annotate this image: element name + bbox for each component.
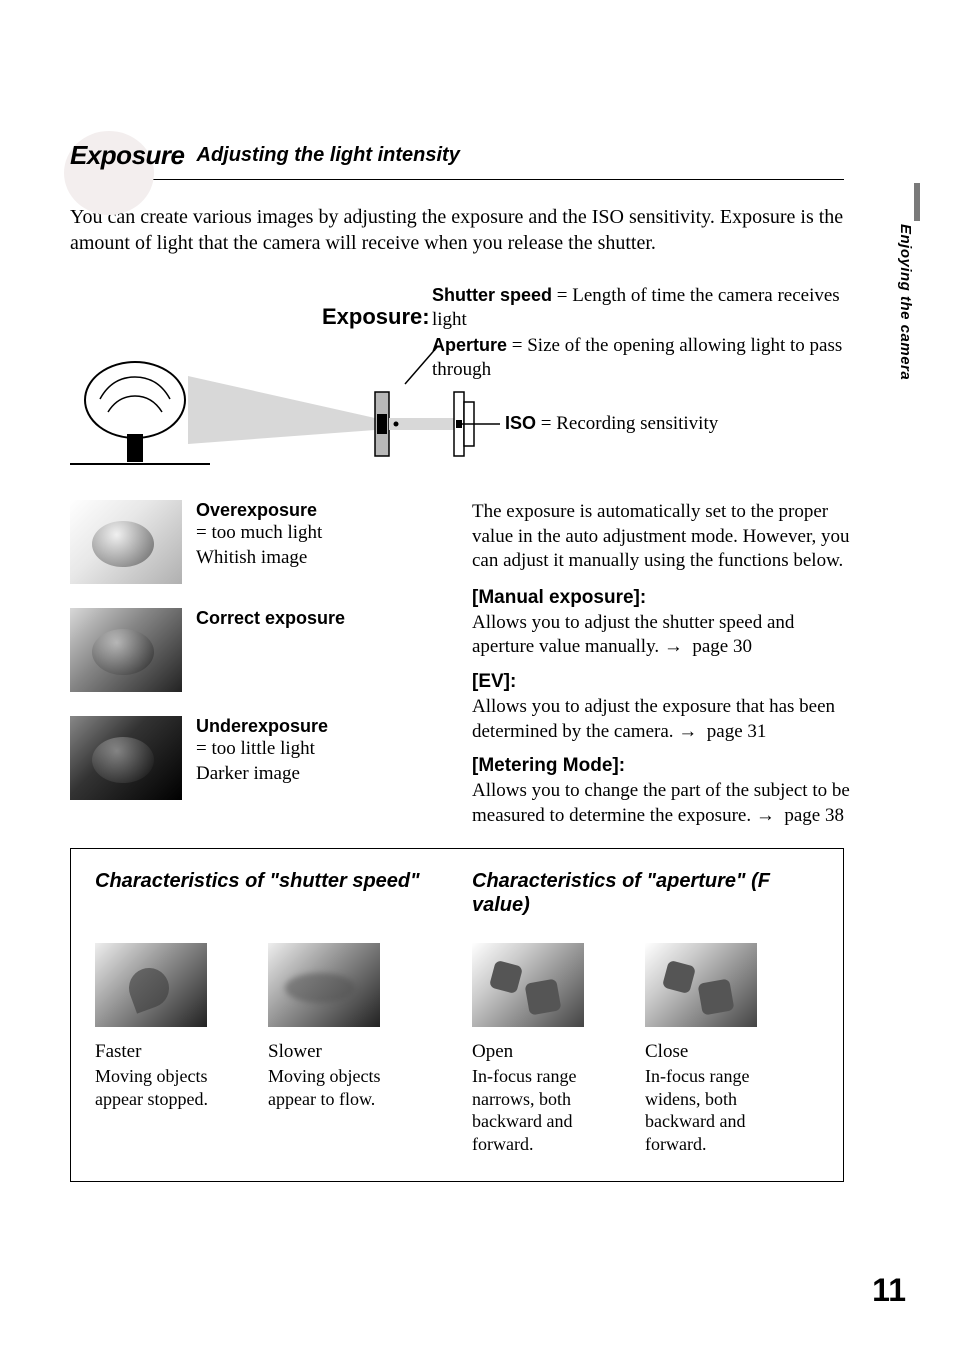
arrow-icon: → — [678, 721, 697, 742]
manual-exposure-text: Allows you to adjust the shutter speed a… — [472, 611, 860, 660]
iso-eq: = — [536, 413, 556, 434]
open-item: Open In-focus range narrows, both backwa… — [472, 943, 627, 1155]
page-number: 11 — [872, 1272, 906, 1309]
overexposure-row: Overexposure = too much light Whitish im… — [70, 500, 450, 584]
close-thumbnail — [645, 943, 757, 1027]
shutter-label: Shutter speed — [432, 285, 552, 305]
ev-text: Allows you to adjust the exposure that h… — [472, 695, 860, 744]
underexposure-title: Underexposure — [196, 716, 328, 737]
faster-label: Faster — [95, 1041, 250, 1063]
manual-exposure-page: page 30 — [692, 636, 752, 657]
overexposure-sub1: = too much light — [196, 521, 322, 546]
characteristics-box: Characteristics of "shutter speed" Faste… — [70, 848, 844, 1182]
iso-text: Recording sensitivity — [556, 413, 718, 434]
aperture-char-title: Characteristics of "aperture" (F value) — [472, 869, 819, 919]
overexposure-thumbnail — [70, 500, 182, 584]
shutter-definition: Shutter speed = Length of time the camer… — [432, 284, 862, 332]
faster-desc: Moving objects appear stopped. — [95, 1065, 250, 1110]
ev-title: [EV]: — [472, 670, 860, 695]
faster-thumbnail — [95, 943, 207, 1027]
auto-exposure-paragraph: The exposure is automatically set to the… — [472, 500, 860, 574]
overexposure-sub2: Whitish image — [196, 546, 322, 571]
shutter-characteristics: Characteristics of "shutter speed" Faste… — [95, 869, 442, 1155]
slower-thumbnail — [268, 943, 380, 1027]
aperture-characteristics: Characteristics of "aperture" (F value) … — [472, 869, 819, 1155]
close-desc: In-focus range widens, both backward and… — [645, 1065, 800, 1155]
ev-page: page 31 — [707, 721, 767, 742]
overexposure-title: Overexposure — [196, 500, 322, 521]
metering-title: [Metering Mode]: — [472, 754, 860, 779]
correct-exposure-thumbnail — [70, 608, 182, 692]
underexposure-thumbnail — [70, 716, 182, 800]
faster-item: Faster Moving objects appear stopped. — [95, 943, 250, 1110]
iso-definition: ISO = Recording sensitivity — [505, 412, 718, 436]
underexposure-sub1: = too little light — [196, 737, 328, 762]
underexposure-text: Underexposure = too little light Darker … — [196, 716, 328, 786]
exposure-diagram: Exposure: Shutter speed = Length of time… — [70, 284, 860, 484]
ev-body: Allows you to adjust the exposure that h… — [472, 696, 835, 742]
heading-underline — [70, 179, 844, 180]
examples-left-column: Overexposure = too much light Whitish im… — [70, 500, 450, 828]
arrow-icon: → — [664, 636, 683, 657]
underexposure-sub2: Darker image — [196, 762, 328, 787]
slower-item: Slower Moving objects appear to flow. — [268, 943, 423, 1110]
examples-right-column: The exposure is automatically set to the… — [472, 500, 860, 828]
shutter-eq: = — [552, 285, 572, 306]
shutter-char-title: Characteristics of "shutter speed" — [95, 869, 442, 919]
close-item: Close In-focus range widens, both backwa… — [645, 943, 800, 1155]
metering-text: Allows you to change the part of the sub… — [472, 779, 860, 828]
close-label: Close — [645, 1041, 800, 1063]
correct-exposure-text: Correct exposure — [196, 608, 345, 629]
intro-paragraph: You can create various images by adjusti… — [70, 204, 860, 256]
arrow-icon: → — [756, 805, 775, 826]
slower-label: Slower — [268, 1041, 423, 1063]
correct-exposure-title: Correct exposure — [196, 608, 345, 629]
side-tab-label: Enjoying the camera — [896, 205, 914, 400]
open-label: Open — [472, 1041, 627, 1063]
aperture-eq: = — [507, 335, 527, 356]
manual-exposure-title: [Manual exposure]: — [472, 586, 860, 611]
open-thumbnail — [472, 943, 584, 1027]
shutter-items: Faster Moving objects appear stopped. Sl… — [95, 943, 442, 1110]
slower-desc: Moving objects appear to flow. — [268, 1065, 423, 1110]
correct-exposure-row: Correct exposure — [70, 608, 450, 692]
heading-subtitle: Adjusting the light intensity — [197, 144, 460, 167]
heading-title: Exposure — [70, 140, 185, 171]
iso-label: ISO — [505, 413, 536, 433]
underexposure-row: Underexposure = too little light Darker … — [70, 716, 450, 800]
examples-section: Overexposure = too much light Whitish im… — [70, 500, 860, 828]
open-desc: In-focus range narrows, both backward an… — [472, 1065, 627, 1155]
metering-page: page 38 — [784, 805, 844, 826]
page-heading: Exposure Adjusting the light intensity — [70, 140, 894, 171]
aperture-definition: Aperture = Size of the opening allowing … — [432, 334, 862, 382]
side-tab-accent — [914, 183, 920, 221]
aperture-label: Aperture — [432, 335, 507, 355]
aperture-items: Open In-focus range narrows, both backwa… — [472, 943, 819, 1155]
overexposure-text: Overexposure = too much light Whitish im… — [196, 500, 322, 570]
